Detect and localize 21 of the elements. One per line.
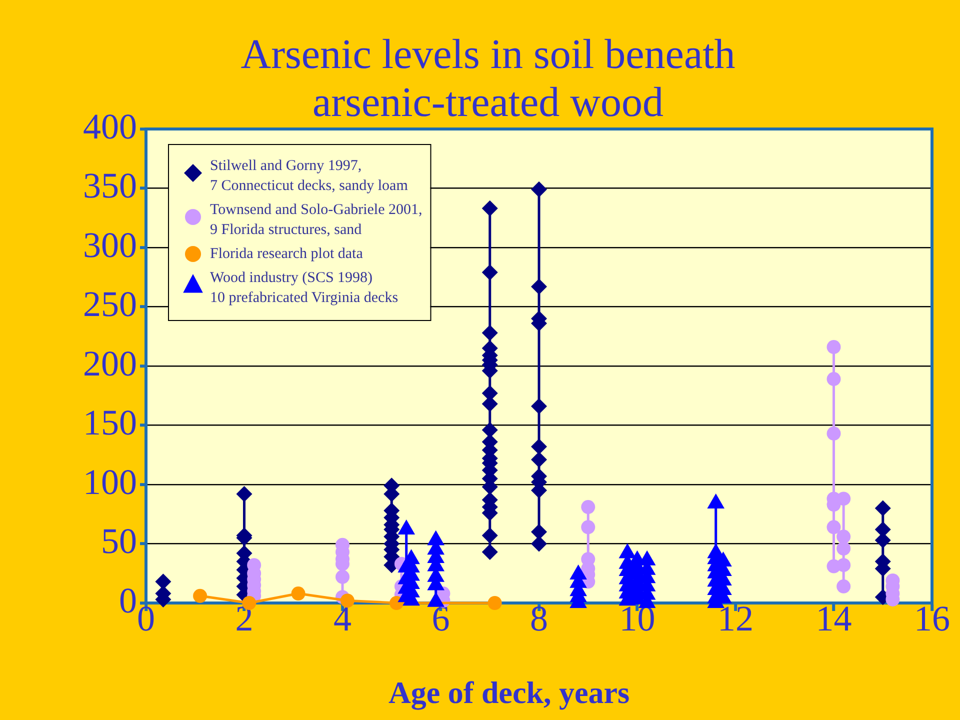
- y-tick-label: 400: [83, 106, 137, 146]
- y-tick-label: 200: [83, 343, 137, 384]
- x-tick-label: 16: [914, 598, 950, 638]
- x-tick-label: 14: [816, 598, 852, 638]
- x-tick-label: 12: [718, 598, 754, 638]
- y-tick-label: 50: [101, 521, 137, 562]
- y-tick-label: 250: [83, 284, 137, 324]
- x-tick-label: 4: [334, 598, 352, 638]
- x-tick-label: 6: [432, 598, 450, 638]
- legend-label: Wood industry (SCS 1998) 10 prefabricated Virginia decks: [210, 270, 398, 306]
- legend-label: Townsend and Solo-Gabriele 2001, 9 Florida structures, sand: [210, 202, 422, 238]
- y-tick-label: 100: [83, 462, 137, 502]
- x-tick-label: 8: [530, 598, 548, 638]
- chart-title: Arsenic levels in soil beneath arsenic-treated wood: [240, 31, 736, 127]
- y-tick-label: 150: [83, 402, 137, 443]
- y-tick-label: 300: [83, 224, 137, 265]
- legend-label: Stilwell and Gorny 1997, 7 Connecticut decks, sandy loam: [210, 158, 408, 194]
- x-axis-title: Age of deck, years: [387, 675, 631, 711]
- legend-label: Florida research plot data: [210, 246, 364, 262]
- x-tick-label: 10: [619, 598, 656, 638]
- y-tick-label: 350: [83, 166, 137, 206]
